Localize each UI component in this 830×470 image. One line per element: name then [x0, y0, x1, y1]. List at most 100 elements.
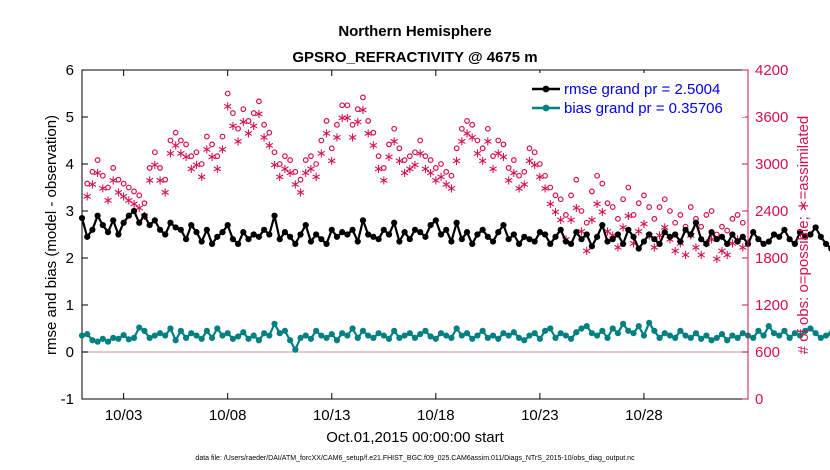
possible-obs-point [422, 153, 429, 160]
rmse-point [339, 229, 346, 236]
bias-point [625, 327, 632, 334]
x-tick-label: 10/28 [625, 407, 663, 424]
possible-obs-point [292, 168, 299, 175]
possible-obs-point [609, 204, 616, 210]
rmse-point [578, 236, 585, 243]
bias-point [151, 332, 158, 339]
legend-box [524, 73, 745, 117]
possible-obs-point [167, 137, 174, 144]
possible-obs-point [313, 161, 320, 167]
rmse-point [557, 226, 564, 233]
assimilated-obs-point: ∗ [285, 166, 296, 181]
rmse-point [458, 236, 465, 243]
assimilated-obs-point: ∗ [519, 178, 530, 193]
bias-point [385, 335, 393, 342]
bias-point [422, 327, 429, 334]
bias-point [521, 337, 528, 344]
rmse-point [375, 236, 382, 243]
assimilated-obs-point: ∗ [633, 225, 644, 240]
bias-point [599, 327, 606, 334]
assimilated-obs-point: ∗ [191, 158, 202, 173]
assimilated-obs-point: ∗ [165, 146, 176, 161]
possible-obs-point [406, 153, 413, 160]
bias-point [411, 334, 419, 341]
possible-obs-point [469, 121, 476, 128]
rmse-point [120, 219, 127, 226]
rmse-point [463, 229, 471, 236]
rmse-point [427, 222, 434, 229]
assimilated-obs-point: ∗ [597, 205, 608, 220]
assimilated-obs-point: ∗ [222, 99, 233, 114]
possible-obs-point [453, 145, 460, 152]
bias-point [255, 337, 263, 344]
rmse-point [354, 238, 361, 245]
rmse-point [136, 219, 143, 226]
possible-obs-point [672, 219, 679, 226]
assimilated-obs-point: ∗ [722, 248, 733, 263]
assimilated-obs-point: ∗ [602, 225, 613, 240]
rmse-point [359, 217, 367, 224]
bias-point [760, 332, 767, 339]
rmse-point [687, 231, 694, 238]
bias-point [125, 336, 132, 343]
assimilated-obs-point: ∗ [436, 170, 447, 185]
bias-point [557, 330, 564, 337]
bias-point [208, 334, 216, 341]
bias-point [817, 334, 824, 341]
assimilated-obs-point: ∗ [227, 119, 238, 134]
bias-point [750, 334, 757, 341]
rmse-point [770, 231, 778, 238]
y2-axis-label: # of obs: o=possible; ∗=assimilated [795, 116, 812, 355]
possible-obs-point [599, 180, 606, 187]
bias-point [724, 337, 731, 344]
rmse-point [297, 231, 304, 238]
assimilated-obs-point: ∗ [555, 213, 566, 228]
rmse-point [203, 226, 210, 233]
possible-obs-point [708, 208, 715, 214]
assimilated-obs-point: ∗ [607, 229, 618, 244]
bias-point [380, 332, 387, 339]
assimilated-obs-point: ∗ [269, 158, 280, 173]
rmse-point [739, 233, 746, 240]
rmse-point [182, 236, 190, 243]
possible-obs-point [568, 192, 574, 199]
possible-obs-point [131, 188, 137, 195]
rmse-point [307, 238, 315, 245]
rmse-point [84, 233, 91, 240]
assimilated-obs-point: ∗ [108, 174, 119, 189]
possible-obs-point [589, 188, 595, 195]
rmse-point [401, 229, 408, 236]
rmse-point [698, 236, 705, 243]
possible-obs-point [349, 121, 356, 128]
bias-point [318, 332, 325, 339]
possible-obs-point [432, 165, 439, 171]
rmse-point [391, 219, 398, 226]
assimilated-obs-point: ∗ [649, 240, 660, 255]
rmse-point [469, 240, 476, 247]
rmse-point [541, 231, 549, 238]
possible-obs-point [162, 176, 169, 183]
possible-obs-point [214, 153, 221, 160]
rmse-point [515, 240, 523, 247]
possible-obs-point [739, 219, 746, 226]
assimilated-obs-point: ∗ [472, 146, 483, 161]
possible-obs-point [443, 168, 450, 175]
y-tick-label: 3 [66, 203, 74, 220]
assimilated-obs-point: ∗ [680, 248, 691, 263]
assimilated-obs-point: ∗ [295, 185, 306, 200]
assimilated-obs-point: ∗ [737, 240, 748, 255]
rmse-point [448, 238, 455, 245]
rmse-series-line [80, 209, 830, 250]
assimilated-obs-point: ∗ [363, 127, 374, 142]
bias-point [344, 332, 351, 339]
rmse-point [547, 240, 554, 247]
assimilated-obs-point: ∗ [82, 189, 93, 204]
x-tick-label: 10/18 [417, 407, 455, 424]
bias-point [588, 330, 596, 337]
bias-point [505, 332, 512, 339]
possible-obs-point [724, 227, 731, 234]
possible-obs-point [401, 157, 408, 163]
bias-point [266, 332, 273, 339]
rmse-point [672, 231, 679, 238]
assimilated-obs-point: ∗ [326, 154, 337, 169]
